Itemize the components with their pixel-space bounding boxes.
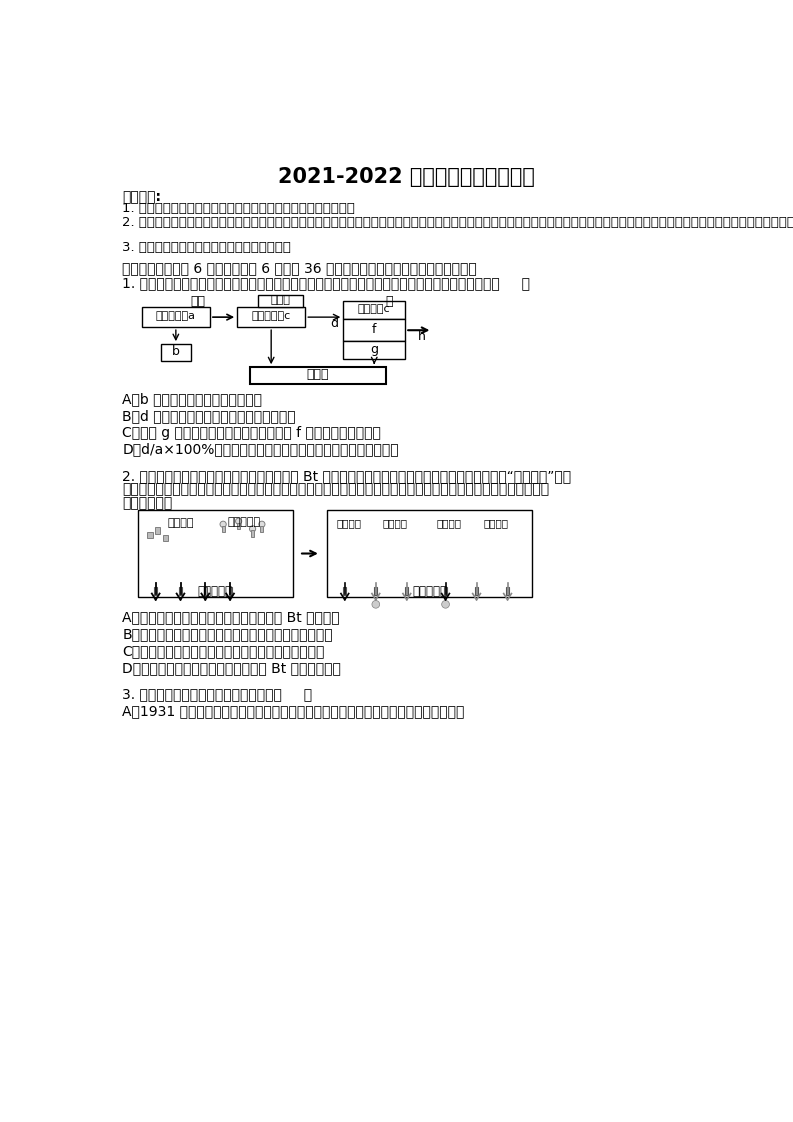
Bar <box>258 295 303 307</box>
Text: d: d <box>330 316 338 330</box>
Text: 褐色产物: 褐色产物 <box>383 518 408 528</box>
Bar <box>343 341 405 359</box>
Circle shape <box>372 600 380 608</box>
Text: 门佐成物: 门佐成物 <box>437 518 462 528</box>
Bar <box>405 588 408 595</box>
Bar <box>138 511 293 597</box>
Text: D．d/a×100%可以表示第一营养级到第二营养级的能量传递效率: D．d/a×100%可以表示第一营养级到第二营养级的能量传递效率 <box>122 443 399 457</box>
Text: 2. 回答选择题时，选出每小题答案后，用铅笔把答题卡上对应题目的答案标号涂黑，如需改动，用橡皮擦干净后，再选涂其它答案标号。回答非选择题时，将答案写在答题卡上，: 2. 回答选择题时，选出每小题答案后，用铅笔把答题卡上对应题目的答案标号涂黑，如… <box>122 217 793 229</box>
Bar <box>237 307 305 328</box>
Text: b: b <box>172 346 180 358</box>
Text: 2021-2022 学年高考生物模拟试卷: 2021-2022 学年高考生物模拟试卷 <box>278 167 534 187</box>
Bar <box>374 588 377 595</box>
Bar <box>228 588 232 595</box>
Text: 桑树: 桑树 <box>190 295 205 307</box>
Text: A．1931 年科学家从人尿中分离出的吵哚乙酸具有生长素效应，则吵哚乙酸是植物激素: A．1931 年科学家从人尿中分离出的吵哚乙酸具有生长素效应，则吵哚乙酸是植物激… <box>122 705 465 718</box>
Text: 注意事项:: 注意事项: <box>122 190 161 204</box>
Text: 净光合作用c: 净光合作用c <box>251 312 291 321</box>
Circle shape <box>259 522 265 527</box>
Circle shape <box>250 526 255 532</box>
Bar <box>179 588 182 595</box>
Bar <box>343 301 405 320</box>
Text: h: h <box>419 330 427 343</box>
Bar <box>221 526 224 532</box>
Bar <box>327 511 532 597</box>
Bar <box>154 588 157 595</box>
Text: 总光合作用a: 总光合作用a <box>156 312 196 321</box>
Bar <box>142 307 210 328</box>
Text: 1. 答卷前，考生务必将自己的姓名、准考证号填写在答题卡上。: 1. 答卷前，考生务必将自己的姓名、准考证号填写在答题卡上。 <box>122 202 355 215</box>
Bar <box>444 588 447 595</box>
Bar <box>506 588 509 595</box>
Bar <box>147 532 152 539</box>
Text: 待测抗原: 待测抗原 <box>167 518 193 528</box>
Bar <box>260 526 263 532</box>
Text: A．b 表示桑树呼吸作用散失的能量: A．b 表示桑树呼吸作用散失的能量 <box>122 392 262 406</box>
Text: 异性抗体固定在支持物上，待测样本中的抗原和酶标记抗原竞争结合固相抗体，标记抗原的酶可催化颜色反应。下列: 异性抗体固定在支持物上，待测样本中的抗原和酶标记抗原竞争结合固相抗体，标记抗原的… <box>122 482 550 497</box>
Bar <box>161 344 190 361</box>
Bar <box>251 531 254 536</box>
Text: A．检测过程中待测抗原和酶标记抗原均为 Bt 抗虫蛋白: A．检测过程中待测抗原和酶标记抗原均为 Bt 抗虫蛋白 <box>122 610 340 625</box>
Text: D．反应体系中蓝色越深说明待测样品 Bt 蛋白含量越高: D．反应体系中蓝色越深说明待测样品 Bt 蛋白含量越高 <box>122 661 341 675</box>
Bar <box>251 367 386 384</box>
Text: 呼吸作用c: 呼吸作用c <box>358 304 391 314</box>
Text: 3. 下列有关植物激素的说法，正确的是（     ）: 3. 下列有关植物激素的说法，正确的是（ ） <box>122 688 312 701</box>
Circle shape <box>220 522 226 527</box>
Bar <box>343 320 405 341</box>
Circle shape <box>442 600 450 608</box>
Text: B．d 表示桑树用于生长、发育、繁殖的能量: B．d 表示桑树用于生长、发育、繁殖的能量 <box>122 408 296 423</box>
Bar <box>343 588 347 595</box>
Text: C．实验组和对照组加入底物的量及显色时间必须一致: C．实验组和对照组加入底物的量及显色时间必须一致 <box>122 644 325 659</box>
Text: 一、选择题：（公 6 小题，每小题 6 分，公 36 分。每小题只有一个选项符合题目要求）: 一、选择题：（公 6 小题，每小题 6 分，公 36 分。每小题只有一个选项符合… <box>122 261 477 275</box>
Text: f: f <box>372 323 377 335</box>
Text: 蓝色产物: 蓝色产物 <box>484 518 508 528</box>
Text: B．需设置仅有酶标记抗原或者仅有待测抗原的两组对照: B．需设置仅有酶标记抗原或者仅有待测抗原的两组对照 <box>122 627 333 642</box>
Text: 3. 考试结束后，将本试卷和答题卡一并交回。: 3. 考试结束后，将本试卷和答题卡一并交回。 <box>122 241 291 254</box>
Text: 固相支持物: 固相支持物 <box>412 586 447 598</box>
Text: 白色底板: 白色底板 <box>336 518 361 528</box>
Text: 分解者: 分解者 <box>307 368 329 381</box>
Text: g: g <box>370 343 378 356</box>
Text: 说法错误的是: 说法错误的是 <box>122 497 173 511</box>
Text: 2. 利用竞争酶联免疫检测技术，检测抗虫棉中 Bt 抗虫蛋白表达量，原理如下图所示。检测之前，将“目的蛋白”的特: 2. 利用竞争酶联免疫检测技术，检测抗虫棉中 Bt 抗虫蛋白表达量，原理如下图所… <box>122 469 572 482</box>
Text: 酶标记抗区: 酶标记抗区 <box>227 516 260 526</box>
Text: 未利用: 未利用 <box>270 295 290 305</box>
Text: 固相支持物: 固相支持物 <box>198 586 233 598</box>
Bar <box>475 588 478 595</box>
Bar <box>163 535 168 541</box>
Text: C．如果 g 表示蚕传递给分解者的能量，则 f 表示未被利用的能量: C．如果 g 表示蚕传递给分解者的能量，则 f 表示未被利用的能量 <box>122 425 381 440</box>
Bar <box>237 523 240 528</box>
Text: 1. 如图表示桑基鱼塘生态系统部分能量流动示意图，图中字母代表相应的能量。下列叙述错误的是（     ）: 1. 如图表示桑基鱼塘生态系统部分能量流动示意图，图中字母代表相应的能量。下列叙… <box>122 276 531 291</box>
Circle shape <box>236 518 242 524</box>
Bar <box>204 588 207 595</box>
Text: 蚕: 蚕 <box>386 295 393 307</box>
Bar <box>155 527 160 533</box>
